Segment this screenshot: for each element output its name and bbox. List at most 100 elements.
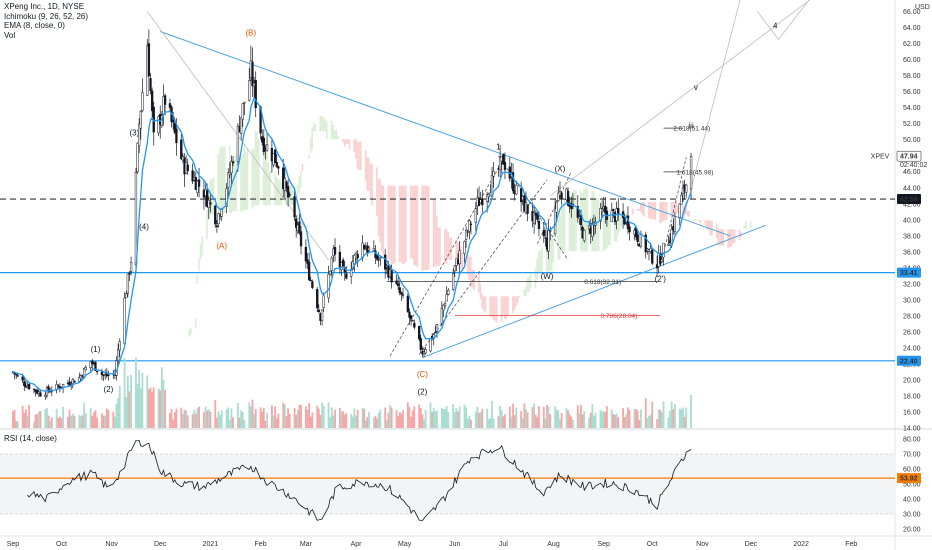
grey-fan-5 <box>778 0 810 40</box>
legend-ichimoku[interactable]: Ichimoku (9, 26, 52, 26) <box>4 11 89 21</box>
volume-bar <box>96 417 99 428</box>
volume-bar <box>47 415 50 428</box>
volume-bar <box>350 414 353 428</box>
volume-bar <box>627 407 629 428</box>
volume-bar <box>249 406 252 428</box>
volume-bar <box>499 405 501 428</box>
volume-bar <box>332 415 335 428</box>
candle <box>84 364 87 371</box>
cloud-segment <box>489 296 492 316</box>
cloud-segment <box>502 296 504 317</box>
legend-vol[interactable]: Vol <box>4 30 16 40</box>
cloud-segment <box>251 149 254 209</box>
rsi-legend[interactable]: RSI (14, close) <box>4 434 57 443</box>
cloud-segment <box>677 205 679 213</box>
cloud-segment <box>389 185 391 261</box>
volume-bar <box>458 406 461 428</box>
x-tick-label: Jul <box>499 541 508 548</box>
volume-bar <box>531 407 534 428</box>
cloud-segment <box>332 124 335 140</box>
cloud-segment <box>455 239 458 265</box>
cloud-segment <box>194 319 197 329</box>
candle <box>15 372 18 380</box>
volume-bar <box>91 415 94 428</box>
volume-bar <box>661 412 663 428</box>
volume-bar <box>455 408 458 428</box>
volume-bar <box>139 388 142 428</box>
candle <box>239 117 243 141</box>
cloud-segment <box>745 221 747 229</box>
x-tick-label: Dec <box>154 541 167 548</box>
cloud-segment <box>217 153 220 215</box>
cloud-segment <box>198 257 200 272</box>
candle <box>89 361 92 373</box>
volume-bar <box>601 411 603 428</box>
cloud-segment <box>450 237 453 260</box>
cloud-segment <box>368 157 370 191</box>
candle <box>254 71 257 117</box>
cloud-segment <box>437 227 440 266</box>
volume-bar <box>447 412 450 428</box>
candle <box>685 183 688 198</box>
cloud-segment <box>749 221 752 229</box>
candle <box>262 129 265 156</box>
cloud-segment <box>410 185 412 259</box>
cloud-segment <box>743 225 746 229</box>
wave-label: (2) <box>104 385 114 394</box>
candle <box>651 248 654 266</box>
cloud-segment <box>426 185 428 270</box>
price-tick-label: 54.00 <box>903 105 921 112</box>
volume-bar <box>424 409 427 428</box>
candle <box>329 270 332 276</box>
cloud-segment <box>469 256 472 288</box>
cloud-segment <box>369 163 372 200</box>
cloud-segment <box>300 171 302 188</box>
candle <box>230 155 233 185</box>
volume-bar <box>46 408 48 428</box>
cloud-segment <box>403 185 406 264</box>
cloud-segment <box>659 202 661 224</box>
cloud-segment <box>392 185 394 265</box>
volume-bar <box>37 411 40 428</box>
candle <box>395 274 398 285</box>
cloud-segment <box>308 155 310 159</box>
cloud-segment <box>575 190 577 252</box>
volume-bar <box>534 414 537 428</box>
cloud-segment <box>649 202 652 220</box>
cloud-segment <box>324 119 326 132</box>
volume-bar <box>625 414 628 428</box>
volume-bar <box>157 388 160 428</box>
rsi-tick-label: 80.00 <box>903 437 921 444</box>
volume-bar <box>547 406 550 428</box>
candle <box>599 202 602 230</box>
volume-bar <box>492 418 495 428</box>
cloud-segment <box>518 296 521 298</box>
candle <box>401 287 405 299</box>
volume-bar <box>24 409 27 428</box>
candle <box>453 265 456 277</box>
cloud-segment <box>355 139 357 160</box>
volume-bar <box>385 420 388 428</box>
volume-bar <box>73 416 76 428</box>
cloud-segment <box>639 204 642 212</box>
candle <box>68 377 71 387</box>
volume-bar <box>678 408 681 428</box>
volume-bar <box>288 413 291 428</box>
price-tick-label: 64.00 <box>903 25 921 32</box>
volume-bar <box>261 411 264 428</box>
volume-bar <box>194 413 197 428</box>
volume-bar <box>657 409 660 428</box>
cloud-segment <box>654 202 657 220</box>
candle <box>73 380 76 383</box>
candle <box>435 323 439 339</box>
legend-ema[interactable]: EMA (8, close, 0) <box>4 21 65 30</box>
grey-fan-3 <box>682 0 741 220</box>
volume-bar <box>440 407 443 428</box>
candle <box>128 270 131 282</box>
volume-bar <box>185 410 188 428</box>
cloud-segment <box>636 208 639 211</box>
volume-bar <box>599 409 602 428</box>
candle <box>236 123 240 172</box>
